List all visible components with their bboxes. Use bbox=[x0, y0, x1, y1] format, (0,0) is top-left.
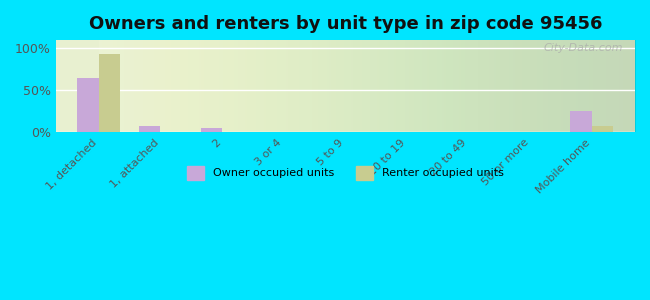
Bar bbox=[139, 127, 161, 132]
Bar bbox=[99, 54, 120, 132]
Bar bbox=[77, 78, 99, 132]
Bar bbox=[592, 127, 614, 132]
Legend: Owner occupied units, Renter occupied units: Owner occupied units, Renter occupied un… bbox=[183, 161, 508, 184]
Bar bbox=[570, 110, 592, 132]
Bar bbox=[201, 128, 222, 132]
Text: City-Data.com: City-Data.com bbox=[544, 43, 623, 53]
Title: Owners and renters by unit type in zip code 95456: Owners and renters by unit type in zip c… bbox=[88, 15, 602, 33]
